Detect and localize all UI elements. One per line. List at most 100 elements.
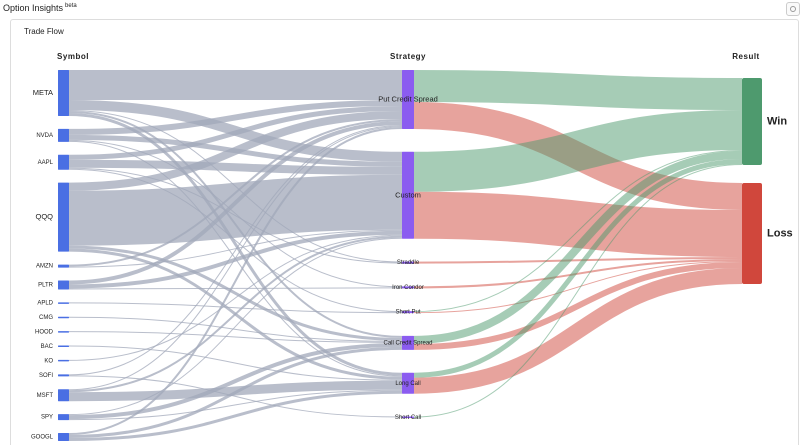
node	[58, 154, 69, 170]
flow-link	[413, 268, 743, 394]
flow-link	[413, 257, 743, 264]
symbol-label: MSFT	[37, 393, 54, 399]
flow-link	[68, 345, 403, 381]
node	[402, 335, 414, 350]
title-text: Option Insights	[3, 3, 64, 13]
flow-link	[68, 125, 403, 376]
node	[58, 264, 69, 268]
node	[58, 433, 69, 441]
symbol-label: AMZN	[36, 264, 53, 270]
node	[402, 151, 414, 239]
symbol-label: META	[33, 88, 53, 97]
node	[58, 414, 69, 421]
symbol-label: CMG	[39, 315, 53, 321]
beta-badge: beta	[65, 3, 77, 9]
column-header: Symbol	[57, 52, 89, 61]
symbol-label: PLTR	[38, 283, 54, 289]
strategy-label: Short Call	[395, 415, 421, 421]
strategy-label: Straddle	[397, 260, 420, 266]
strategy-label: Call Credit Spread	[383, 341, 432, 347]
gear-icon	[790, 6, 796, 12]
node	[58, 280, 69, 290]
flow-link	[413, 110, 743, 192]
flow-link	[68, 174, 403, 246]
symbol-label: KO	[44, 358, 53, 364]
node	[402, 311, 414, 314]
flow-link	[413, 262, 743, 350]
flow-link	[413, 261, 743, 314]
flow-link	[68, 111, 403, 191]
symbol-label: AAPL	[38, 160, 54, 166]
result-label: Win	[767, 115, 787, 127]
node	[402, 261, 414, 264]
node	[58, 128, 69, 142]
flow-link	[68, 127, 403, 435]
symbol-label: QQQ	[35, 212, 53, 221]
node	[58, 182, 69, 252]
symbol-label: NVDA	[36, 133, 53, 139]
flow-link	[68, 121, 403, 285]
flow-link	[68, 230, 403, 289]
flow-link	[68, 346, 403, 438]
flow-link	[413, 159, 743, 378]
chart-title: Trade Flow	[24, 27, 64, 36]
page-title: Option Insights beta	[3, 3, 77, 13]
node	[402, 70, 414, 129]
flow-link	[68, 100, 403, 135]
flow-link	[68, 126, 403, 391]
chart-card	[10, 19, 799, 445]
node	[58, 374, 69, 377]
symbol-label: APLD	[37, 301, 53, 307]
strategy-label: Custom	[395, 190, 421, 199]
node	[58, 345, 69, 348]
symbol-label: SOFI	[39, 373, 53, 379]
flow-link	[413, 259, 743, 289]
flow-link	[68, 229, 403, 268]
node	[402, 372, 414, 394]
node	[58, 302, 69, 304]
flow-link	[413, 191, 743, 257]
node	[58, 389, 69, 402]
symbol-label: GOOGL	[31, 435, 54, 441]
flow-link	[68, 390, 403, 441]
strategy-label: Iron Condor	[392, 285, 424, 291]
flow-link	[413, 150, 743, 313]
result-label: Loss	[767, 227, 793, 239]
strategy-label: Long Call	[395, 381, 420, 387]
flow-link	[68, 245, 403, 341]
flow-link	[68, 159, 403, 175]
symbol-label: SPY	[41, 415, 53, 421]
flow-link	[413, 151, 743, 344]
settings-button[interactable]	[786, 2, 800, 16]
symbol-label: BAC	[41, 344, 54, 350]
node	[742, 183, 762, 284]
column-header: Strategy	[390, 52, 426, 61]
node	[58, 70, 69, 116]
node	[742, 78, 762, 165]
flow-link	[413, 70, 743, 110]
node	[58, 359, 69, 362]
column-header: Result	[732, 52, 759, 61]
strategy-label: Short Put	[395, 310, 420, 316]
flow-link	[68, 342, 403, 420]
flow-link	[413, 164, 743, 418]
flow-link	[68, 106, 403, 160]
flow-link	[68, 235, 403, 393]
flow-link	[68, 316, 403, 342]
node	[402, 416, 414, 418]
node	[58, 316, 69, 319]
flow-link	[68, 302, 403, 314]
flow-link	[68, 234, 403, 361]
node	[402, 286, 414, 289]
flow-link	[68, 119, 403, 267]
node	[58, 331, 69, 333]
flow-link	[68, 375, 403, 418]
flow-link	[68, 237, 403, 416]
flow-link	[68, 287, 403, 290]
flow-link	[68, 168, 403, 313]
flow-link	[68, 331, 403, 343]
strategy-label: Put Credit Spread	[378, 94, 438, 103]
symbol-label: HOOD	[35, 329, 54, 335]
